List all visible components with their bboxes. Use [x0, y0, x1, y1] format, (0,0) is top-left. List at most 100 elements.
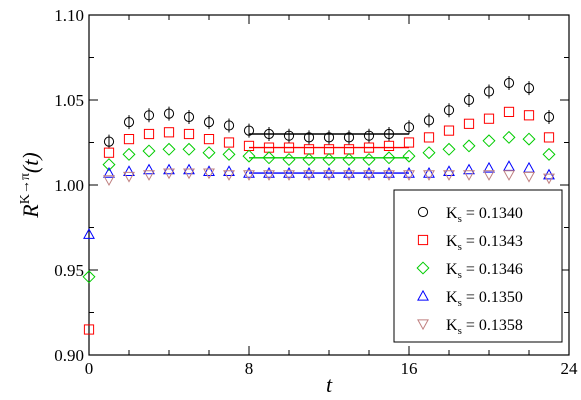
data-point	[263, 128, 275, 140]
data-point	[203, 165, 215, 176]
data-point	[483, 170, 495, 181]
data-point	[423, 170, 435, 181]
data-point	[422, 146, 436, 160]
data-point	[463, 118, 475, 129]
data-point	[183, 128, 195, 140]
legend-marker	[416, 261, 430, 275]
data-point	[203, 134, 215, 145]
data-point	[423, 132, 435, 143]
y-axis-label-suffix: (t)	[18, 152, 43, 173]
svg-text:RK→π(t): RK→π(t)	[18, 152, 43, 218]
data-point	[443, 125, 455, 136]
data-point	[463, 94, 475, 106]
data-point	[223, 137, 235, 148]
data-point	[503, 160, 515, 171]
legend-marker	[417, 206, 429, 218]
axis-ticks: 0 8 16 24 0.90 0.95 1.00 1.05 1.10	[54, 6, 578, 378]
data-point	[363, 130, 375, 141]
y-tick-label: 0.90	[54, 346, 84, 365]
data-point	[382, 151, 396, 165]
data-point	[202, 146, 216, 160]
data-point	[103, 136, 115, 147]
data-point	[423, 166, 435, 178]
data-point	[242, 149, 256, 163]
legend-marker	[417, 234, 429, 246]
data-point	[362, 152, 376, 167]
data-point	[83, 228, 95, 239]
data-point	[263, 170, 275, 181]
x-tick-label: 0	[85, 359, 94, 378]
data-point	[283, 166, 295, 178]
data-point	[122, 147, 136, 161]
data-point	[283, 170, 295, 181]
y-tick-label: 1.10	[54, 6, 84, 25]
data-point	[523, 171, 535, 183]
y-axis-label: RK→π(t)	[18, 152, 43, 218]
data-point	[243, 170, 255, 181]
data-point	[483, 161, 495, 173]
data-point	[142, 144, 156, 158]
data-point	[163, 108, 175, 119]
data-point	[363, 142, 375, 153]
data-point	[462, 139, 476, 153]
data-point	[203, 168, 215, 180]
legend-label: Ks = 0.1343	[446, 233, 523, 253]
data-point	[82, 270, 96, 284]
data-point	[103, 166, 115, 178]
data-point	[383, 166, 395, 178]
data-point	[503, 77, 515, 89]
y-tick-label: 1.05	[54, 91, 84, 110]
data-marks	[82, 76, 556, 335]
data-point	[523, 110, 535, 121]
x-tick-label: 24	[561, 359, 579, 378]
data-point	[383, 140, 395, 152]
data-point	[343, 170, 355, 181]
data-point	[503, 170, 515, 181]
legend-label: Ks = 0.1350	[446, 289, 523, 309]
data-point	[123, 117, 135, 128]
data-point	[523, 161, 535, 173]
data-point	[103, 175, 115, 187]
x-tick-label: 16	[401, 359, 418, 378]
data-point	[143, 128, 155, 140]
data-point	[283, 130, 295, 141]
data-point	[283, 142, 295, 153]
legend-label: Ks = 0.1358	[446, 317, 523, 337]
data-point	[443, 170, 455, 181]
data-point	[343, 132, 355, 143]
legend-marker	[417, 319, 429, 331]
data-point	[443, 105, 455, 116]
y-axis-label-superscript: K→π	[18, 173, 33, 204]
data-point	[143, 163, 155, 175]
data-point	[343, 166, 355, 178]
data-point	[303, 144, 315, 155]
data-point	[322, 152, 336, 167]
data-point	[83, 324, 95, 335]
data-point	[323, 132, 335, 143]
data-point	[323, 170, 335, 181]
y-tick-label: 1.00	[54, 176, 84, 195]
data-point	[403, 137, 415, 148]
data-point	[143, 170, 155, 181]
data-point	[223, 120, 235, 131]
data-point	[463, 170, 475, 181]
data-point	[323, 166, 335, 178]
data-point	[403, 122, 415, 133]
data-point	[123, 171, 135, 183]
x-axis-label: t	[326, 372, 333, 397]
data-point	[363, 170, 375, 181]
data-point	[543, 173, 555, 185]
data-point	[483, 113, 495, 124]
data-point	[163, 168, 175, 180]
data-point	[143, 110, 155, 121]
data-point	[162, 142, 176, 156]
data-point	[243, 125, 255, 136]
data-point	[182, 142, 196, 156]
data-point	[303, 132, 315, 143]
data-point	[342, 152, 356, 167]
legend-marker	[417, 289, 429, 301]
data-point	[243, 166, 255, 178]
data-point	[303, 166, 315, 178]
data-point	[323, 144, 335, 155]
